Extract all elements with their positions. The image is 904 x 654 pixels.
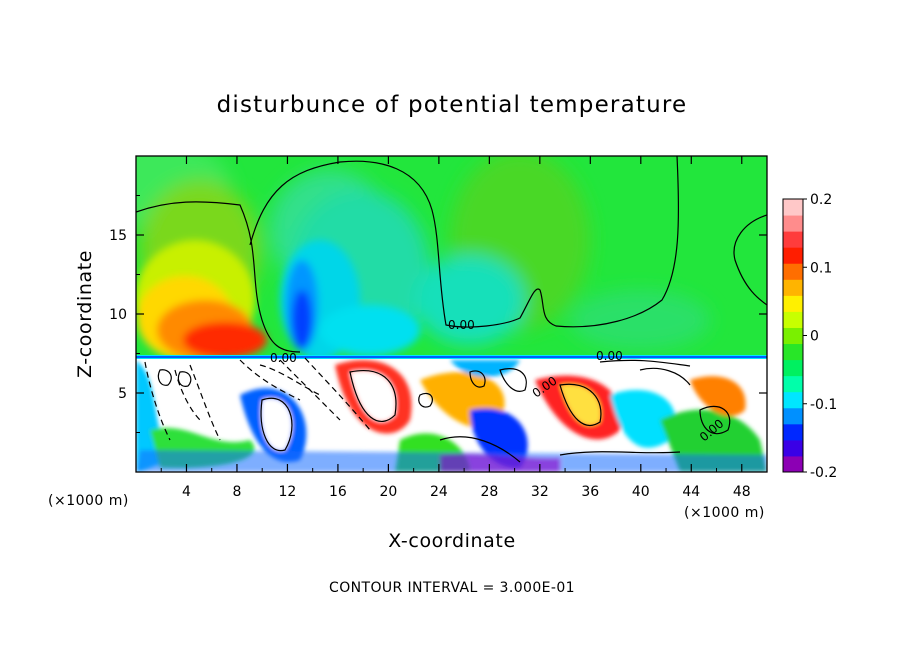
colorbar-tick-label: 0.1 xyxy=(810,260,832,276)
x-tick-label: 20 xyxy=(379,484,397,500)
y-axis: 5 10 15 xyxy=(109,195,767,433)
colorbar-segment xyxy=(783,391,803,409)
x-unit-left: (×1000 m) xyxy=(48,493,129,509)
colorbar-tick-label: -0.2 xyxy=(810,465,837,481)
contour-label: 0.00 xyxy=(270,351,297,365)
contour-lines xyxy=(136,156,767,463)
colorbar-tick-label: 0 xyxy=(810,329,819,345)
x-tick-label: 4 xyxy=(182,484,191,500)
chart-title: disturbunce of potential temperature xyxy=(217,92,688,118)
contour-label: 0.00 xyxy=(448,318,475,332)
x-tick-label: 28 xyxy=(480,484,498,500)
x-unit-right: (×1000 m) xyxy=(684,505,765,521)
colorbar-segment xyxy=(783,215,803,232)
x-tick-label: 44 xyxy=(682,484,700,500)
x-tick-label: 16 xyxy=(329,484,347,500)
y-tick-label: 10 xyxy=(109,307,127,323)
x-axis-label: X-coordinate xyxy=(388,530,515,552)
colorbar-segment xyxy=(783,279,803,296)
x-tick-label: 40 xyxy=(632,484,650,500)
colorbar-segment xyxy=(783,343,803,361)
x-tick-label: 48 xyxy=(733,484,751,500)
x-tick-label: 36 xyxy=(581,484,599,500)
colorbar-segment xyxy=(783,311,803,328)
colorbar-tick-label: -0.1 xyxy=(810,397,837,413)
x-axis: 4 8 12 16 20 24 28 32 36 40 44 48 xyxy=(160,156,751,500)
colorbar-segment xyxy=(783,231,803,248)
contour-label: 0.00 xyxy=(596,349,623,363)
colorbar-segment xyxy=(783,359,803,377)
colorbar-segment xyxy=(783,375,803,393)
colorbar-segment xyxy=(783,455,803,473)
colorbar xyxy=(782,198,804,473)
colorbar-ticks: 0.2 0.1 0 -0.1 -0.2 xyxy=(803,192,837,481)
contour-interval-note: CONTOUR INTERVAL = 3.000E-01 xyxy=(329,580,575,596)
colorbar-segment xyxy=(783,263,803,280)
x-tick-label: 32 xyxy=(531,484,549,500)
y-tick-label: 15 xyxy=(109,228,127,244)
colorbar-segment xyxy=(783,439,803,457)
colorbar-segment xyxy=(783,247,803,264)
colorbar-segment xyxy=(783,407,803,425)
y-tick-label: 5 xyxy=(118,386,127,402)
colorbar-segment xyxy=(783,423,803,441)
heatmap-field xyxy=(136,156,767,472)
y-axis-label: Z-coordinate xyxy=(74,250,96,378)
colorbar-tick-label: 0.2 xyxy=(810,192,832,208)
colorbar-segment xyxy=(783,199,803,216)
colorbar-segment xyxy=(783,327,803,345)
x-tick-label: 12 xyxy=(279,484,297,500)
colorbar-segment xyxy=(783,295,803,312)
x-tick-label: 24 xyxy=(430,484,448,500)
x-tick-label: 8 xyxy=(232,484,241,500)
